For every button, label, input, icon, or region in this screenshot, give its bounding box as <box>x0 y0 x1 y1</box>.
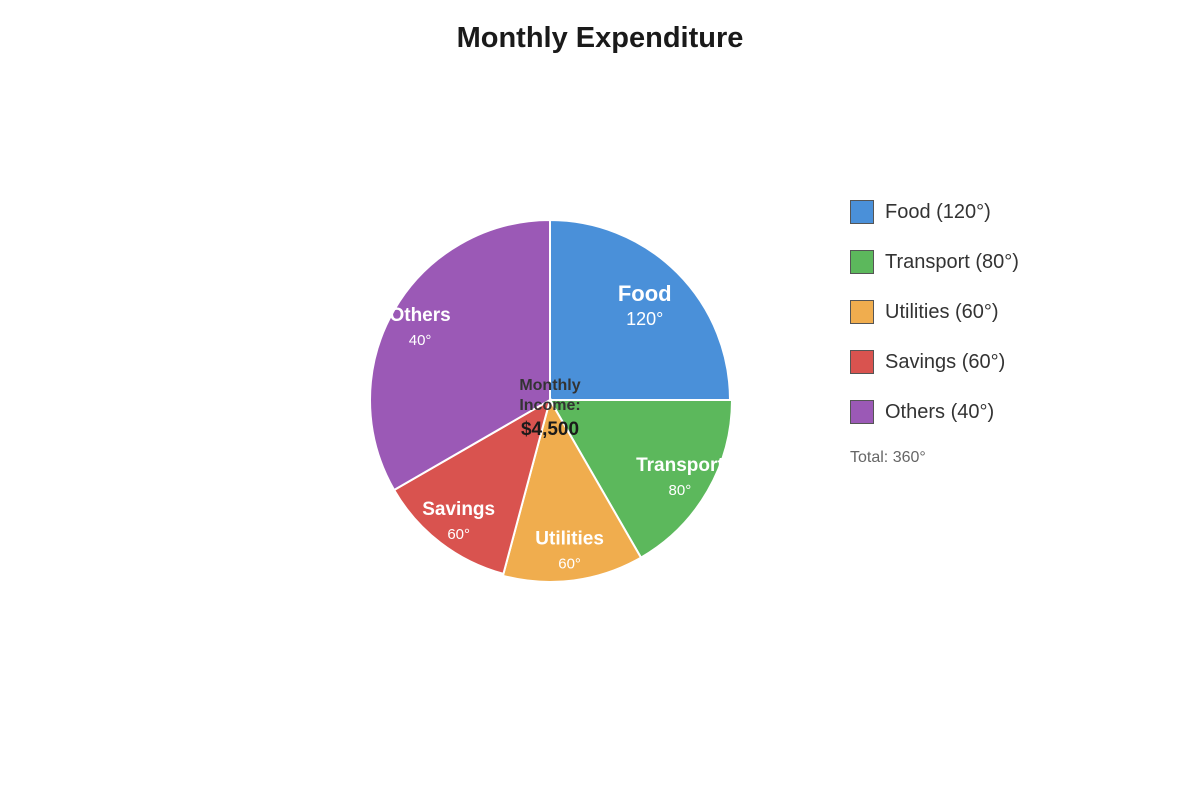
slice-value-food: 120° <box>626 309 663 329</box>
legend-swatch <box>850 300 874 324</box>
legend-total: Total: 360° <box>850 449 926 466</box>
legend-label: Food (120°) <box>885 200 991 223</box>
pie-slice-savings[interactable] <box>392 397 552 576</box>
legend-swatch <box>850 250 874 274</box>
slice-value-others: 40° <box>409 332 432 349</box>
center-label: Monthly Income: $4,500 <box>519 377 580 440</box>
pie-slice-utilities[interactable] <box>501 397 643 583</box>
slice-label-savings: Savings <box>422 499 495 520</box>
chart-title: Monthly Expenditure <box>456 22 744 54</box>
legend-item-utilities[interactable]: Utilities (60°) <box>850 299 1019 325</box>
slice-value-savings: 60° <box>447 526 470 543</box>
slice-label-transport: Transport <box>636 455 724 476</box>
legend-item-others[interactable]: Others (40°) <box>850 399 1019 425</box>
legend-label: Transport (80°) <box>885 250 1019 273</box>
center-label-amount: $4,500 <box>521 419 579 440</box>
slice-value-transport: 80° <box>669 482 692 499</box>
legend-label: Others (40°) <box>885 400 995 423</box>
legend-label: Savings (60°) <box>885 350 1006 373</box>
legend-swatch <box>850 400 874 424</box>
center-label-line1: Monthly <box>519 377 580 394</box>
slice-label-others: Others <box>389 305 450 326</box>
pie-slice-transport[interactable] <box>548 399 734 559</box>
slice-labels: Food 120° Transport 80° Utilities 60° Savings 6… <box>389 281 724 572</box>
legend-item-savings[interactable]: Savings (60°) <box>850 349 1019 375</box>
pie-slices <box>369 218 734 583</box>
slice-label-utilities: Utilities <box>535 529 604 550</box>
legend-item-food[interactable]: Food (120°) <box>850 199 1019 225</box>
pie-slice-others[interactable] <box>369 218 551 492</box>
legend: Food (120°) Transport (80°) Utilities (6… <box>850 199 1019 467</box>
pie-slice-food[interactable] <box>549 218 732 401</box>
legend-label: Utilities (60°) <box>885 300 999 323</box>
slice-value-utilities: 60° <box>558 556 581 573</box>
legend-swatch <box>850 350 874 374</box>
slice-label-food: Food <box>618 281 672 306</box>
legend-item-transport[interactable]: Transport (80°) <box>850 249 1019 275</box>
center-label-line2: Income: <box>519 397 580 414</box>
legend-swatch <box>850 200 874 224</box>
